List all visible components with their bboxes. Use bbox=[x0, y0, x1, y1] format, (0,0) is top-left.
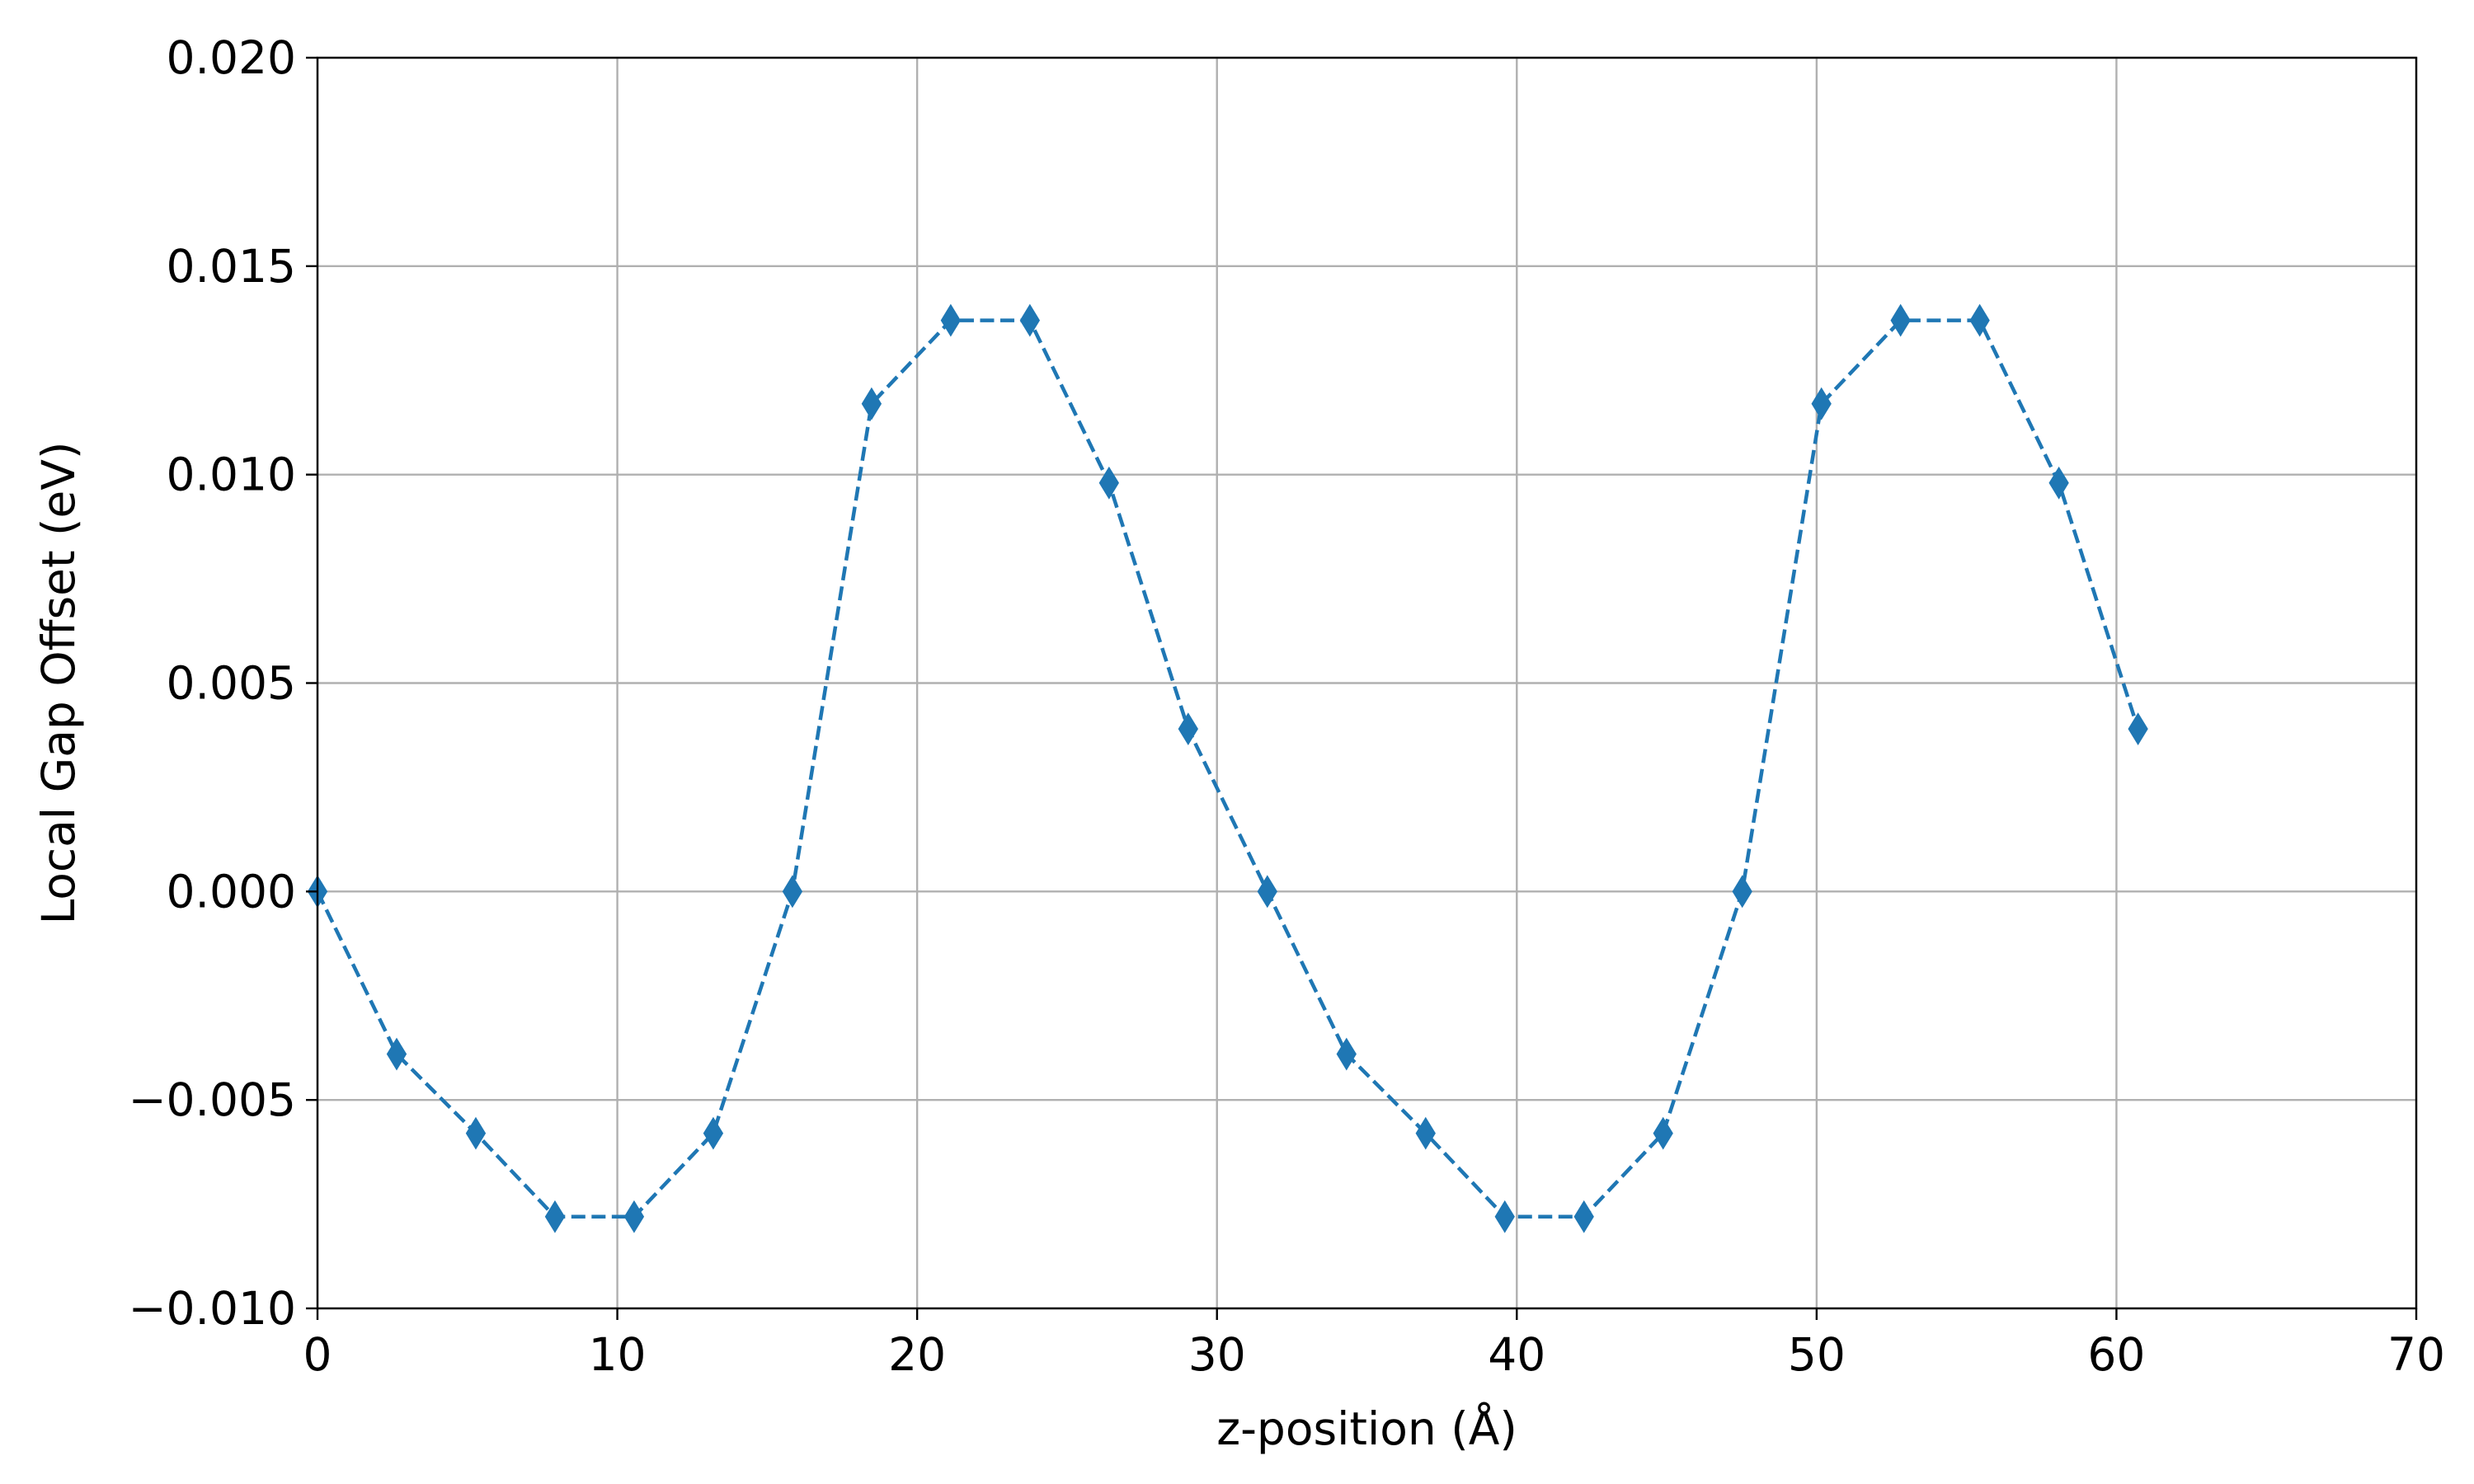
x-tick-label: 20 bbox=[888, 1328, 946, 1381]
data-point-marker bbox=[465, 1116, 487, 1150]
data-point-marker bbox=[2128, 712, 2148, 746]
data-point-marker bbox=[1890, 303, 1911, 337]
data-point-marker bbox=[703, 1116, 724, 1150]
y-axis-label: Local Gap Offset (eV) bbox=[32, 442, 85, 925]
y-tick-label: −0.005 bbox=[128, 1073, 296, 1126]
data-point-marker bbox=[623, 1200, 645, 1233]
x-tick-label: 30 bbox=[1188, 1328, 1246, 1381]
x-tick-label: 50 bbox=[1788, 1328, 1846, 1381]
data-point-marker bbox=[1573, 1200, 1594, 1233]
data-point-marker bbox=[1098, 466, 1120, 500]
data-point-marker bbox=[1653, 1116, 1673, 1150]
tick-layer: 0 10 20 30 40 50 60 70 −0.010 −0.005 0.000 0.005 0.0… bbox=[128, 31, 2445, 1381]
data-point-marker bbox=[544, 1200, 566, 1233]
data-point-marker bbox=[1019, 303, 1041, 337]
data-point-marker bbox=[1336, 1037, 1357, 1071]
data-point-marker bbox=[1178, 712, 1198, 746]
series-layer bbox=[307, 303, 2148, 1233]
data-point-marker bbox=[2048, 466, 2069, 500]
y-tick-label: 0.005 bbox=[167, 657, 296, 710]
x-axis-label: z-position (Å) bbox=[1216, 1402, 1517, 1455]
data-point-marker bbox=[940, 303, 962, 337]
data-point-marker bbox=[1257, 875, 1277, 909]
y-tick-label: 0.000 bbox=[167, 865, 296, 918]
x-tick-label: 0 bbox=[303, 1328, 332, 1381]
data-point-marker bbox=[1494, 1200, 1515, 1233]
y-tick-label: 0.015 bbox=[167, 240, 296, 293]
data-point-marker bbox=[1732, 875, 1752, 909]
data-point-marker bbox=[782, 875, 803, 909]
x-tick-label: 60 bbox=[2087, 1328, 2145, 1381]
y-tick-label: −0.010 bbox=[128, 1282, 296, 1335]
data-point-marker bbox=[1415, 1116, 1436, 1150]
data-point-marker bbox=[1969, 303, 1990, 337]
x-tick-label: 70 bbox=[2387, 1328, 2445, 1381]
grid bbox=[316, 56, 2418, 1310]
data-point-marker bbox=[1811, 387, 1832, 420]
series-line bbox=[315, 318, 2140, 1219]
data-point-marker bbox=[386, 1037, 407, 1071]
y-tick-label: 0.010 bbox=[167, 448, 296, 501]
x-tick-label: 10 bbox=[589, 1328, 647, 1381]
x-tick-label: 40 bbox=[1488, 1328, 1545, 1381]
data-point-marker bbox=[861, 387, 882, 420]
y-tick-label: 0.020 bbox=[167, 31, 296, 84]
